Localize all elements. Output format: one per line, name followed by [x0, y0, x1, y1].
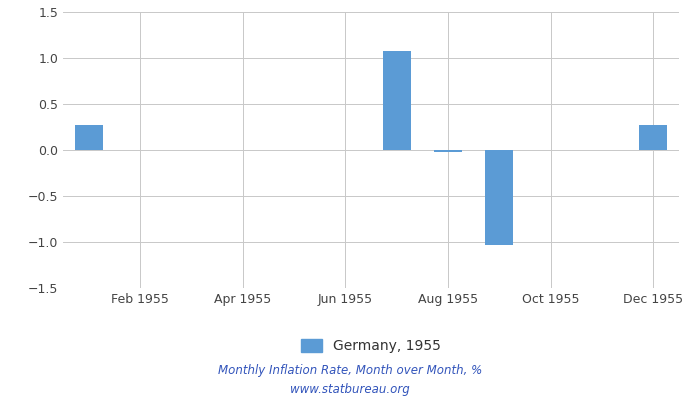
Bar	[485, 150, 513, 245]
Bar	[382, 51, 411, 150]
Bar	[74, 125, 103, 150]
Text: www.statbureau.org: www.statbureau.org	[290, 383, 410, 396]
Bar	[639, 125, 667, 150]
Text: Monthly Inflation Rate, Month over Month, %: Monthly Inflation Rate, Month over Month…	[218, 364, 482, 377]
Bar	[434, 150, 462, 152]
Legend: Germany, 1955: Germany, 1955	[295, 334, 447, 359]
